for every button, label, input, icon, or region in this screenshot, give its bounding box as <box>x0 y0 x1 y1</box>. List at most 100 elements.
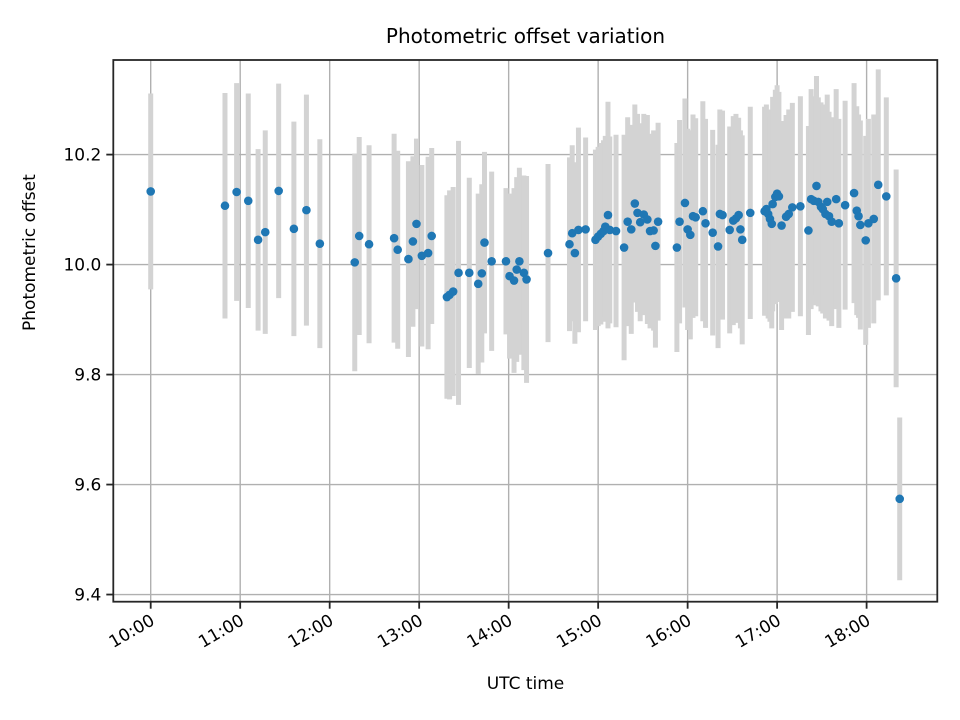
data-point <box>487 256 496 266</box>
data-point <box>708 228 717 237</box>
data-point <box>734 210 743 220</box>
data-point <box>822 197 832 207</box>
data-point <box>831 194 841 204</box>
data-point <box>364 239 374 249</box>
y-tick-label: 9.8 <box>74 366 101 386</box>
data-point <box>635 217 645 227</box>
data-point <box>611 226 621 236</box>
data-point <box>745 208 755 218</box>
data-point <box>315 239 325 248</box>
x-tick-label: 10:00 <box>106 611 158 653</box>
data-point <box>653 217 663 226</box>
data-point <box>784 209 794 219</box>
data-point <box>574 225 583 235</box>
data-point <box>260 227 270 237</box>
data-point <box>777 221 786 230</box>
data-point <box>737 235 747 245</box>
data-point <box>543 248 553 258</box>
data-point <box>834 219 844 228</box>
data-point <box>873 180 883 190</box>
data-point <box>691 212 700 222</box>
data-point <box>581 225 590 234</box>
data-point <box>512 265 522 274</box>
data-point <box>869 214 879 224</box>
data-point <box>849 188 859 198</box>
x-tick-label: 11:00 <box>195 611 247 653</box>
y-tick-label: 10.2 <box>63 146 101 166</box>
data-point <box>623 217 632 226</box>
data-point <box>736 225 745 234</box>
data-point <box>389 233 399 243</box>
data-point <box>895 494 905 504</box>
data-point <box>672 243 682 252</box>
data-point <box>856 220 865 230</box>
chart-title: Photometric offset variation <box>385 24 666 48</box>
data-point <box>393 245 402 255</box>
data-point <box>686 230 695 240</box>
data-point <box>718 210 727 220</box>
data-point <box>701 219 710 228</box>
data-point <box>630 199 640 208</box>
data-point <box>220 201 230 211</box>
data-point <box>480 238 489 247</box>
data-point <box>626 225 636 234</box>
data-point <box>473 279 483 289</box>
data-point <box>501 256 511 266</box>
data-point <box>253 235 263 245</box>
data-point <box>243 196 253 206</box>
data-point <box>698 206 708 216</box>
x-tick-label: 13:00 <box>374 611 426 653</box>
x-tick-label: 16:00 <box>643 611 695 653</box>
data-point <box>412 219 421 229</box>
data-point <box>854 211 863 221</box>
data-point <box>427 231 436 241</box>
x-axis-label: UTC time <box>486 674 565 694</box>
data-point <box>861 236 871 245</box>
data-point <box>788 203 797 212</box>
data-point <box>448 287 458 296</box>
data-point <box>643 215 652 224</box>
data-point <box>651 241 660 251</box>
data-point <box>408 237 418 246</box>
data-point <box>522 275 531 284</box>
data-point <box>464 268 474 278</box>
y-tick-label: 9.6 <box>74 476 101 496</box>
x-tick-label: 14:00 <box>464 611 516 653</box>
data-point <box>840 200 850 210</box>
y-tick-label: 9.4 <box>74 586 101 606</box>
data-point <box>767 219 777 229</box>
data-point <box>680 198 690 208</box>
data-point <box>232 187 241 197</box>
data-point <box>570 248 580 258</box>
data-point <box>675 217 684 226</box>
data-point <box>891 274 901 283</box>
data-point <box>515 256 524 266</box>
data-point <box>796 201 805 211</box>
x-tick-label: 18:00 <box>822 611 874 653</box>
x-tick-label: 17:00 <box>732 611 784 653</box>
data-point <box>812 181 821 191</box>
data-point <box>603 210 613 220</box>
data-point <box>354 231 364 241</box>
data-point <box>454 268 463 278</box>
x-tick-label: 15:00 <box>553 611 605 653</box>
data-point <box>423 248 433 258</box>
data-point <box>619 243 629 252</box>
data-point <box>565 239 574 249</box>
axes-spines <box>112 59 939 603</box>
data-point <box>289 224 299 234</box>
data-point <box>804 226 813 235</box>
data-point <box>350 258 360 267</box>
data-point <box>774 192 784 201</box>
data-point <box>302 205 311 215</box>
x-tick-label: 12:00 <box>285 611 337 653</box>
data-point <box>404 254 413 264</box>
data-point <box>713 242 723 251</box>
data-point <box>477 269 487 278</box>
data-point <box>725 225 734 235</box>
data-point <box>509 276 519 285</box>
data-point <box>146 187 156 196</box>
data-point <box>827 217 837 226</box>
